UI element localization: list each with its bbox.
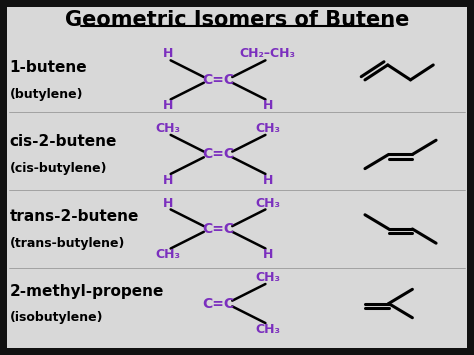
Text: C=C: C=C [202,222,234,236]
Text: 1-butene: 1-butene [9,60,87,75]
Text: trans-2-butene: trans-2-butene [9,209,139,224]
Text: (cis-butylene): (cis-butylene) [9,162,107,175]
Text: (butylene): (butylene) [9,88,83,100]
Text: Geometric Isomers of Butene: Geometric Isomers of Butene [65,10,409,29]
Text: CH₃: CH₃ [255,197,280,209]
Text: H: H [163,99,173,112]
Text: C=C: C=C [202,296,234,311]
Text: C=C: C=C [202,147,234,162]
Text: (trans-butylene): (trans-butylene) [9,237,125,250]
Text: H: H [263,99,273,112]
Text: CH₃: CH₃ [255,323,280,336]
Text: CH₃: CH₃ [156,122,181,135]
Text: 2-methyl-propene: 2-methyl-propene [9,284,164,299]
Text: H: H [263,248,273,261]
Text: H: H [263,174,273,187]
Text: CH₂–CH₃: CH₂–CH₃ [240,48,296,60]
Text: H: H [163,174,173,187]
Text: CH₃: CH₃ [255,271,280,284]
Text: C=C: C=C [202,73,234,87]
Text: CH₃: CH₃ [156,248,181,261]
Text: (isobutylene): (isobutylene) [9,311,103,324]
Text: H: H [163,48,173,60]
Text: CH₃: CH₃ [255,122,280,135]
Text: cis-2-butene: cis-2-butene [9,135,117,149]
Text: H: H [163,197,173,209]
